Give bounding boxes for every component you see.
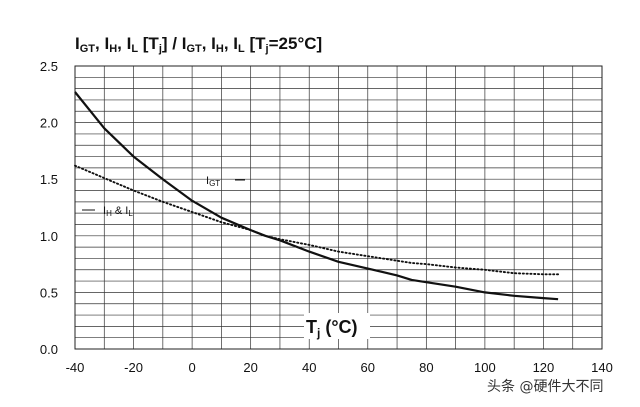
y-tick-label: 0.5 — [40, 285, 58, 300]
x-axis-label-bg — [304, 313, 370, 339]
series-label-ih-il: IH & IL — [103, 205, 133, 218]
x-axis-label: Tj (°C) — [304, 313, 370, 340]
x-axis-label-text: Tj (°C) — [306, 317, 358, 340]
x-tick-label: 40 — [302, 360, 316, 375]
x-tick-label: 120 — [533, 360, 555, 375]
watermark: 头条 @硬件大不同 — [487, 379, 604, 395]
x-tick-label: 140 — [591, 360, 613, 375]
tick-labels: -40 -20 0 20 40 60 80 100 120 140 0.0 0.5 1.0 1.5 2.0 2… — [40, 59, 613, 375]
series-labels: IGT IH & IL — [82, 175, 245, 218]
series-line-igt — [74, 91, 559, 301]
y-tick-label: 2.0 — [40, 116, 58, 131]
x-tick-label: 60 — [361, 360, 375, 375]
x-tick-label: 100 — [474, 360, 496, 375]
y-tick-label: 1.5 — [40, 172, 58, 187]
plot-frame — [74, 65, 603, 350]
x-tick-label: 0 — [188, 360, 195, 375]
y-tick-label: 1.0 — [40, 229, 58, 244]
y-tick-label: 2.5 — [40, 59, 58, 74]
series-label-igt: IGT — [206, 175, 220, 188]
x-tick-label: -40 — [66, 360, 85, 375]
x-tick-label: 80 — [419, 360, 433, 375]
x-tick-label: -20 — [124, 360, 143, 375]
y-tick-label: 0.0 — [40, 342, 58, 357]
x-tick-label: 20 — [243, 360, 257, 375]
chart-title: IGT, IH, IL [Tj] / IGT, IH, IL [Tj=25°C] — [75, 34, 323, 55]
series-group — [74, 91, 560, 301]
grid — [74, 65, 603, 350]
series-line-ih-il — [74, 164, 560, 276]
